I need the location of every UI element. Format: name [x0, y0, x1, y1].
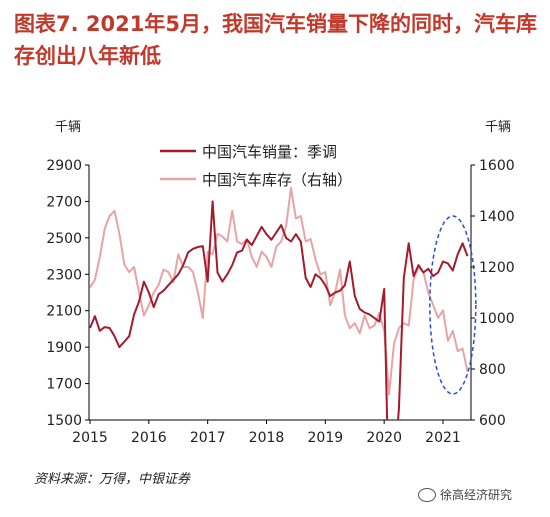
legend-label: 中国汽车销量：季调 — [202, 143, 337, 161]
x-tick-label: 2021 — [425, 430, 461, 446]
x-tick-label: 2020 — [366, 430, 402, 446]
y-right-tick-label: 1400 — [479, 209, 515, 225]
x-tick-label: 2016 — [131, 430, 167, 446]
series-line-inventory — [89, 186, 469, 396]
y-left-tick-label: 2900 — [46, 158, 82, 174]
legend-label: 中国汽车库存（右轴） — [202, 171, 352, 189]
highlight-ellipse — [429, 215, 477, 395]
watermark: 徐高经济研究 — [418, 486, 512, 503]
source-note: 资料来源：万得，中银证券 — [34, 472, 191, 487]
wechat-icon — [418, 487, 436, 502]
series-line-sales — [89, 200, 469, 420]
y-right-tick-label: 1200 — [479, 260, 515, 276]
x-tick-label: 2018 — [249, 430, 285, 446]
y-right-tick-label: 1600 — [479, 158, 515, 174]
y-right-tick-label: 600 — [479, 413, 506, 429]
watermark-label: 徐高经济研究 — [440, 488, 513, 502]
y-left-tick-label: 2300 — [46, 267, 82, 283]
x-tick-label: 2017 — [190, 430, 226, 446]
chart-title: 图表7. 2021年5月，我国汽车销量下降的同时，汽车库存创出八年新低 — [14, 12, 537, 68]
y-right-tick-label: 800 — [479, 362, 506, 378]
y-left-tick-label: 2500 — [46, 231, 82, 247]
y-left-tick-label: 2100 — [46, 304, 82, 320]
y-left-tick-label: 1500 — [46, 413, 82, 429]
y-right-tick-label: 1000 — [479, 311, 515, 327]
x-tick-label: 2015 — [72, 430, 108, 446]
y-left-tick-label: 1700 — [46, 377, 82, 393]
x-tick-label: 2019 — [308, 430, 344, 446]
y-left-tick-label: 2700 — [46, 194, 82, 210]
chart-canvas: 千辆 千辆 1500 1700 1900 2100 2300 2500 2700 2900 600 8… — [46, 120, 515, 446]
y-right-unit: 千辆 — [485, 120, 511, 135]
y-left-unit: 千辆 — [55, 120, 81, 135]
y-left-tick-label: 1900 — [46, 340, 82, 356]
